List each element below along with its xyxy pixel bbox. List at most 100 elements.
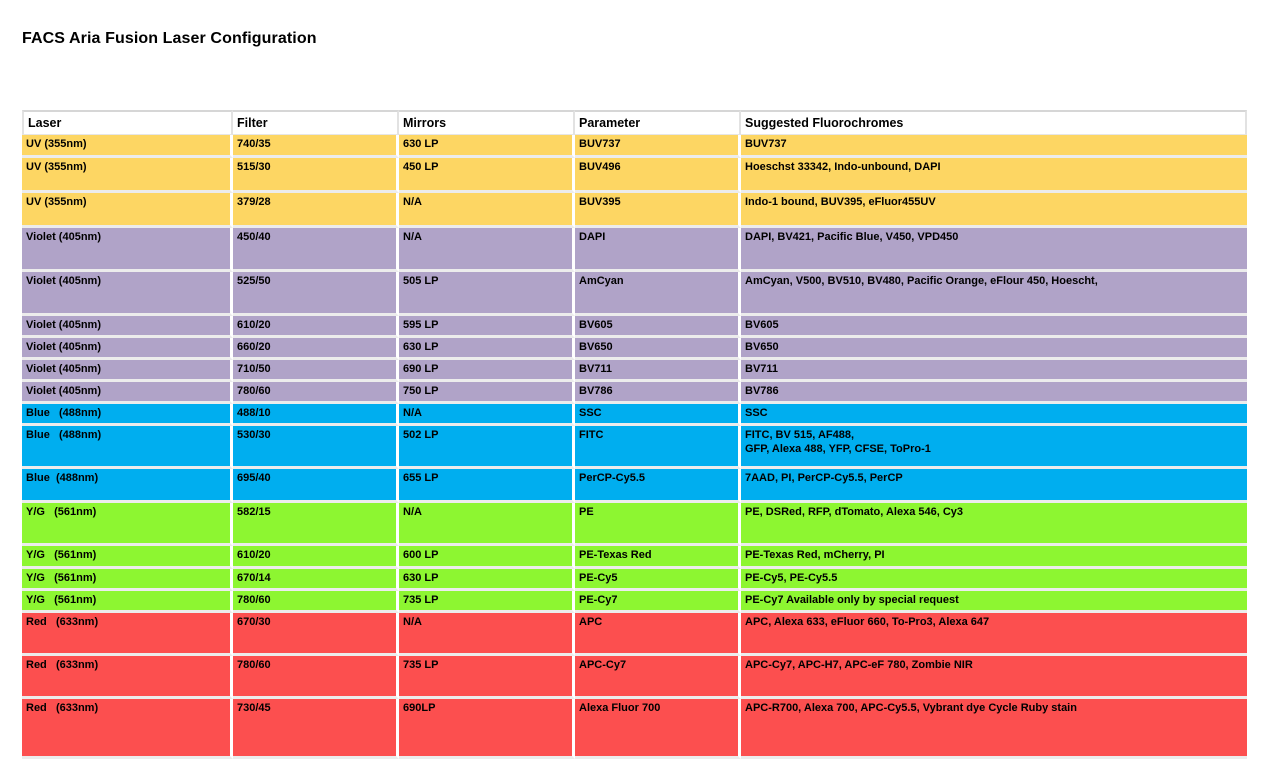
- table-row: Violet (405nm) 610/20 595 LP BV605 BV605: [22, 316, 1247, 338]
- cell-parameter: PE-Cy5: [575, 569, 741, 591]
- table-row: Blue (488nm) 488/10 N/A SSC SSC: [22, 404, 1247, 426]
- cell-mirrors: 630 LP: [399, 135, 575, 158]
- cell-filter: 710/50: [233, 360, 399, 382]
- cell-parameter: BV786: [575, 382, 741, 404]
- cell-laser: Red (633nm): [22, 656, 233, 699]
- table-row: Violet (405nm) 710/50 690 LP BV711 BV711: [22, 360, 1247, 382]
- cell-filter: 610/20: [233, 316, 399, 338]
- table-row: UV (355nm) 740/35 630 LP BUV737 BUV737: [22, 135, 1247, 158]
- column-header-parameter: Parameter: [575, 110, 741, 135]
- cell-laser: Blue (488nm): [22, 404, 233, 426]
- cell-filter: 780/60: [233, 591, 399, 613]
- cell-fluorochromes: PE, DSRed, RFP, dTomato, Alexa 546, Cy3: [741, 503, 1247, 546]
- table-row: UV (355nm) 515/30 450 LP BUV496 Hoeschst 333…: [22, 158, 1247, 193]
- cell-mirrors: N/A: [399, 228, 575, 272]
- cell-filter: 780/60: [233, 382, 399, 404]
- cell-laser: Red (633nm): [22, 613, 233, 656]
- table-row: Blue (488nm) 530/30 502 LP FITC FITC, BV 515…: [22, 426, 1247, 469]
- cell-laser: UV (355nm): [22, 158, 233, 193]
- cell-laser: Blue (488nm): [22, 426, 233, 469]
- cell-mirrors: 655 LP: [399, 469, 575, 503]
- cell-filter: 780/60: [233, 656, 399, 699]
- cell-laser: Violet (405nm): [22, 338, 233, 360]
- table-row: Blue (488nm) 695/40 655 LP PerCP-Cy5.5 7AAD,…: [22, 469, 1247, 503]
- cell-parameter: PE: [575, 503, 741, 546]
- cell-laser: Violet (405nm): [22, 382, 233, 404]
- cell-laser: Y/G (561nm): [22, 591, 233, 613]
- cell-laser: Y/G (561nm): [22, 569, 233, 591]
- cell-filter: 670/14: [233, 569, 399, 591]
- column-header-mirrors: Mirrors: [399, 110, 575, 135]
- cell-parameter: DAPI: [575, 228, 741, 272]
- table-row: Violet (405nm) 525/50 505 LP AmCyan AmCyan, …: [22, 272, 1247, 316]
- cell-mirrors: 735 LP: [399, 591, 575, 613]
- cell-laser: Violet (405nm): [22, 228, 233, 272]
- cell-parameter: AmCyan: [575, 272, 741, 316]
- cell-mirrors: 690 LP: [399, 360, 575, 382]
- cell-mirrors: N/A: [399, 503, 575, 546]
- cell-parameter: SSC: [575, 404, 741, 426]
- cell-filter: 610/20: [233, 546, 399, 569]
- cell-filter: 379/28: [233, 193, 399, 228]
- cell-fluorochromes: AmCyan, V500, BV510, BV480, Pacific Oran…: [741, 272, 1247, 316]
- table-row: Red (633nm) 670/30 N/A APC APC, Alexa 633, e…: [22, 613, 1247, 656]
- cell-fluorochromes: APC-R700, Alexa 700, APC-Cy5.5, Vybrant …: [741, 699, 1247, 759]
- cell-filter: 660/20: [233, 338, 399, 360]
- cell-laser: UV (355nm): [22, 193, 233, 228]
- cell-filter: 730/45: [233, 699, 399, 759]
- cell-laser: Y/G (561nm): [22, 503, 233, 546]
- cell-parameter: BV711: [575, 360, 741, 382]
- cell-filter: 525/50: [233, 272, 399, 316]
- cell-fluorochromes: DAPI, BV421, Pacific Blue, V450, VPD450: [741, 228, 1247, 272]
- table-row: Y/G (561nm) 582/15 N/A PE PE, DSRed, RFP, dT…: [22, 503, 1247, 546]
- cell-fluorochromes: 7AAD, PI, PerCP-Cy5.5, PerCP: [741, 469, 1247, 503]
- cell-laser: UV (355nm): [22, 135, 233, 158]
- cell-fluorochromes: PE-Cy5, PE-Cy5.5: [741, 569, 1247, 591]
- cell-parameter: BUV496: [575, 158, 741, 193]
- cell-fluorochromes: BV711: [741, 360, 1247, 382]
- page-title: FACS Aria Fusion Laser Configuration: [22, 30, 317, 47]
- cell-fluorochromes: PE-Cy7 Available only by special request: [741, 591, 1247, 613]
- cell-mirrors: 735 LP: [399, 656, 575, 699]
- column-header-fluorochromes: Suggested Fluorochromes: [741, 110, 1247, 135]
- cell-laser: Y/G (561nm): [22, 546, 233, 569]
- cell-parameter: APC: [575, 613, 741, 656]
- table-row: Red (633nm) 730/45 690LP Alexa Fluor 700 APC…: [22, 699, 1247, 759]
- cell-mirrors: 505 LP: [399, 272, 575, 316]
- cell-parameter: APC-Cy7: [575, 656, 741, 699]
- cell-laser: Blue (488nm): [22, 469, 233, 503]
- cell-mirrors: N/A: [399, 404, 575, 426]
- cell-mirrors: N/A: [399, 193, 575, 228]
- table-header-row: Laser Filter Mirrors Parameter Suggested Flu…: [22, 110, 1247, 135]
- cell-fluorochromes: FITC, BV 515, AF488, GFP, Alexa 488, YFP…: [741, 426, 1247, 469]
- cell-mirrors: 502 LP: [399, 426, 575, 469]
- cell-fluorochromes: SSC: [741, 404, 1247, 426]
- cell-parameter: BV605: [575, 316, 741, 338]
- cell-laser: Red (633nm): [22, 699, 233, 759]
- cell-parameter: BV650: [575, 338, 741, 360]
- table-row: Violet (405nm) 450/40 N/A DAPI DAPI, BV421, …: [22, 228, 1247, 272]
- cell-mirrors: 600 LP: [399, 546, 575, 569]
- table-row: Y/G (561nm) 670/14 630 LP PE-Cy5 PE-Cy5, PE-…: [22, 569, 1247, 591]
- cell-filter: 515/30: [233, 158, 399, 193]
- cell-fluorochromes: BV650: [741, 338, 1247, 360]
- cell-filter: 582/15: [233, 503, 399, 546]
- table-row: UV (355nm) 379/28 N/A BUV395 Indo-1 bound, B…: [22, 193, 1247, 228]
- cell-filter: 670/30: [233, 613, 399, 656]
- table-row: Violet (405nm) 660/20 630 LP BV650 BV650: [22, 338, 1247, 360]
- table-row: Violet (405nm) 780/60 750 LP BV786 BV786: [22, 382, 1247, 404]
- cell-mirrors: 450 LP: [399, 158, 575, 193]
- cell-filter: 740/35: [233, 135, 399, 158]
- cell-parameter: PerCP-Cy5.5: [575, 469, 741, 503]
- laser-configuration-table: Laser Filter Mirrors Parameter Suggested Flu…: [22, 110, 1247, 759]
- cell-parameter: PE-Cy7: [575, 591, 741, 613]
- cell-mirrors: 750 LP: [399, 382, 575, 404]
- cell-laser: Violet (405nm): [22, 316, 233, 338]
- cell-filter: 695/40: [233, 469, 399, 503]
- cell-fluorochromes: Hoeschst 33342, Indo-unbound, DAPI: [741, 158, 1247, 193]
- cell-fluorochromes: APC-Cy7, APC-H7, APC-eF 780, Zombie NIR: [741, 656, 1247, 699]
- cell-parameter: Alexa Fluor 700: [575, 699, 741, 759]
- column-header-laser: Laser: [22, 110, 233, 135]
- cell-mirrors: 595 LP: [399, 316, 575, 338]
- table-row: Y/G (561nm) 780/60 735 LP PE-Cy7 PE-Cy7 Avai…: [22, 591, 1247, 613]
